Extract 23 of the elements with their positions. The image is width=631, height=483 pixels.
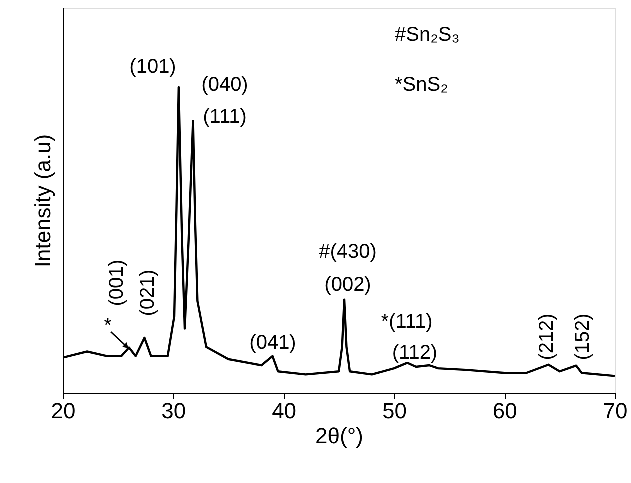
- annotation: (112): [392, 342, 438, 364]
- x-tick-label: 30: [162, 398, 186, 424]
- annotation: (021): [137, 270, 159, 316]
- annotation: (212): [536, 314, 558, 360]
- text: #Sn₂S₃: [395, 24, 460, 46]
- text: (101): [130, 56, 176, 78]
- x-axis-title: 2θ(°): [316, 424, 364, 448]
- annotation: *(111): [381, 311, 433, 333]
- x-tick-label: 60: [492, 398, 518, 424]
- annotation: (041): [250, 332, 296, 354]
- x-tick-label: 40: [272, 398, 297, 424]
- annotation: (152): [572, 314, 594, 360]
- x-tick-label: 50: [382, 398, 407, 424]
- annotation: *SnS₂: [395, 74, 448, 96]
- annotation: (040): [202, 74, 248, 96]
- annotation: #(430): [319, 241, 377, 263]
- x-tick-label: 70: [603, 398, 628, 424]
- annotation: (111): [203, 106, 247, 128]
- x-tick-label: 20: [51, 398, 76, 424]
- annotation: (001): [106, 260, 128, 306]
- annotation: (002): [324, 274, 372, 296]
- annotation: *: [104, 315, 112, 337]
- y-axis-title: Intensity (a.u): [30, 134, 56, 268]
